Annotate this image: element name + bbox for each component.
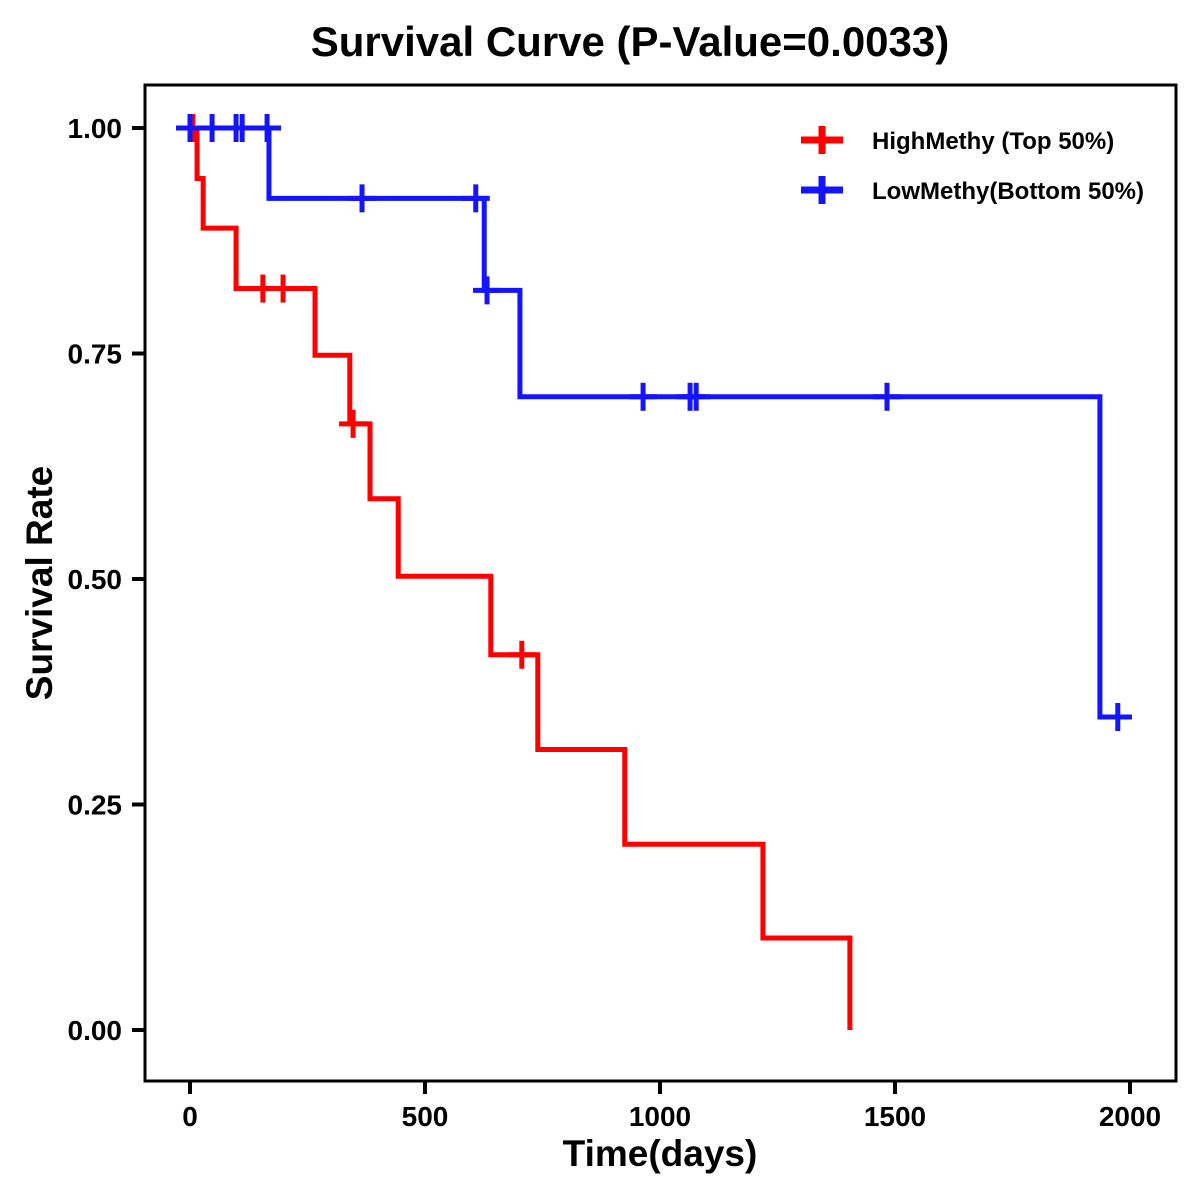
censor-mark <box>682 382 711 411</box>
censor-mark <box>473 276 502 305</box>
y-tick-label: 1.00 <box>68 113 123 144</box>
x-tick-label: 1500 <box>864 1101 926 1132</box>
censor-mark <box>269 274 298 303</box>
x-tick-label: 2000 <box>1099 1101 1161 1132</box>
censor-mark <box>1103 703 1132 732</box>
y-axis-label: Survival Rate <box>19 466 60 700</box>
legend-label: LowMethy(Bottom 50%) <box>872 178 1144 205</box>
x-tick-label: 0 <box>182 1101 198 1132</box>
lowmethy-bottom-50-curve <box>190 125 1132 720</box>
censor-mark <box>629 382 658 411</box>
censor-mark <box>507 640 536 669</box>
legend: HighMethy (Top 50%) LowMethy(Bottom 50%) <box>801 126 1144 205</box>
y-tick-label: 0.75 <box>68 339 123 370</box>
x-axis-label: Time(days) <box>563 1133 758 1174</box>
legend-label: HighMethy (Top 50%) <box>872 128 1114 155</box>
series-curves <box>176 114 1132 1030</box>
legend-item-lowmethy-bottom-50: LowMethy(Bottom 50%) <box>801 176 1144 205</box>
censor-mark <box>253 114 282 142</box>
x-tick-label: 500 <box>402 1101 449 1132</box>
panel-border <box>143 83 1178 1083</box>
plot-panel: 0 500 1000 1500 2000 1.00 0.75 0.50 0.25 0.00 <box>68 83 1178 1132</box>
censor-mark <box>461 184 490 213</box>
censor-mark <box>228 114 257 142</box>
censor-mark <box>873 382 902 411</box>
x-tick-label: 1000 <box>629 1101 691 1132</box>
censor-mark <box>348 184 377 213</box>
legend-item-highmethy-top-50: HighMethy (Top 50%) <box>801 126 1114 155</box>
x-axis-ticks: 0 500 1000 1500 2000 <box>182 1081 1161 1132</box>
y-tick-label: 0.25 <box>68 790 123 821</box>
censor-mark <box>339 409 368 438</box>
chart-title: Survival Curve (P-Value=0.0033) <box>311 18 950 65</box>
y-tick-label: 0.50 <box>68 564 123 595</box>
censor-mark <box>198 114 227 142</box>
highmethy-top-50-curve <box>190 125 853 1030</box>
y-tick-label: 0.00 <box>68 1015 123 1046</box>
y-axis-ticks: 1.00 0.75 0.50 0.25 0.00 <box>68 113 145 1046</box>
